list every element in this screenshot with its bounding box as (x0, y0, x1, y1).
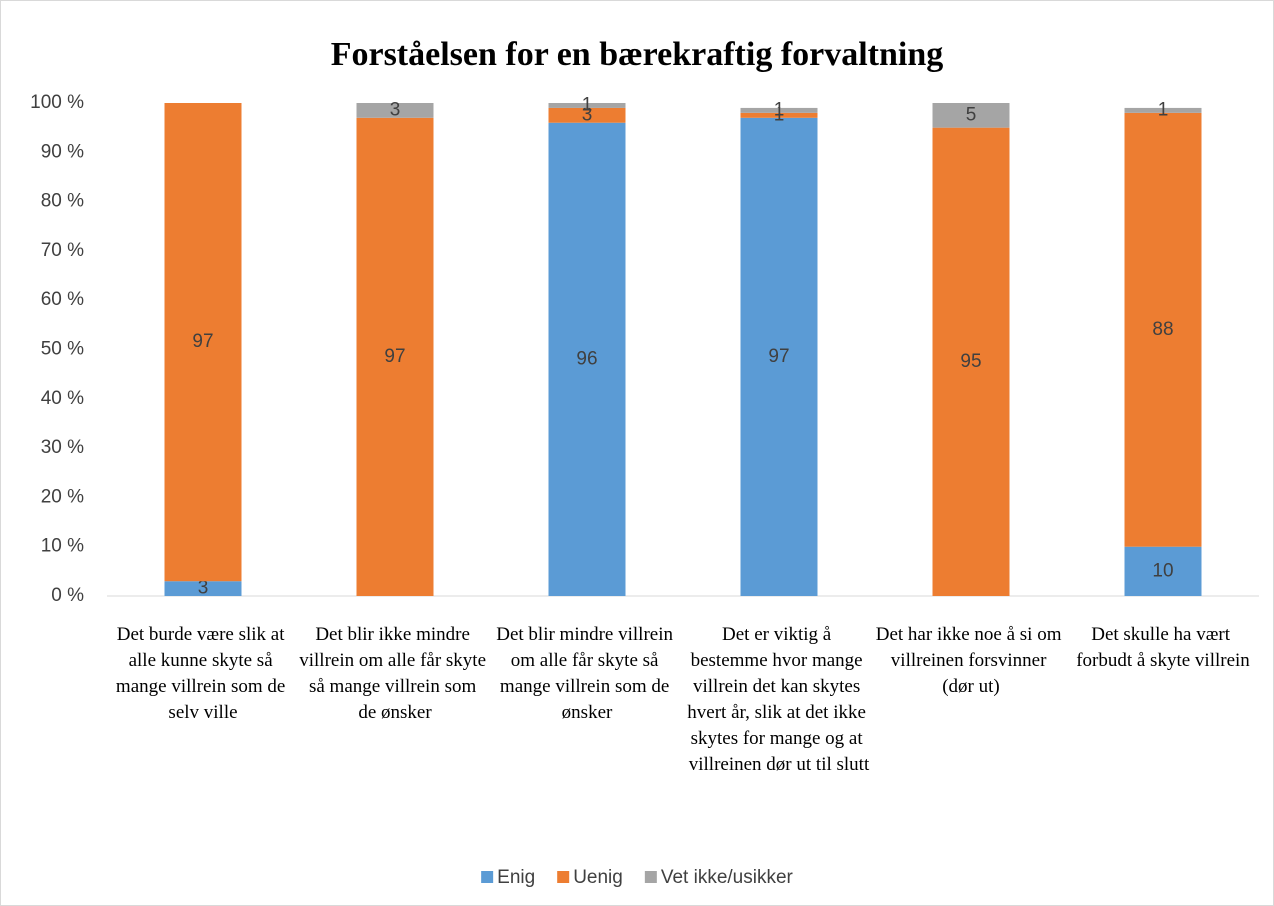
legend-label: Uenig (573, 867, 623, 888)
y-tick-label: 80 % (41, 191, 84, 212)
data-label: 1 (1158, 99, 1169, 120)
legend-swatch (557, 871, 570, 883)
y-tick-label: 50 % (41, 339, 84, 360)
data-label: 10 (1152, 560, 1173, 581)
bar-segment (548, 103, 626, 108)
bar-segment (740, 117, 818, 596)
data-label: 95 (960, 351, 981, 372)
legend-swatch (481, 871, 494, 883)
y-tick-label: 100 % (30, 92, 84, 113)
bar-segment (932, 103, 1010, 128)
y-tick-label: 20 % (41, 486, 84, 507)
bar-segment (356, 117, 434, 596)
data-label: 3 (198, 578, 209, 599)
data-label: 96 (576, 348, 597, 369)
x-tick-label: Det skulle ha vært forbudt å skyte villr… (1076, 624, 1250, 671)
bar-segment (1124, 107, 1202, 113)
bar-segment (548, 122, 626, 596)
bar-segment (164, 581, 242, 596)
legend-label: Vet ikke/usikker (661, 867, 794, 888)
bar-segment (740, 112, 818, 118)
bar-segment (164, 103, 242, 582)
bar-segment (740, 107, 818, 113)
data-label: 1 (774, 104, 785, 125)
data-label: 97 (192, 331, 213, 352)
bar-segment (932, 127, 1010, 597)
bar-segment (548, 107, 626, 123)
legend-label: Enig (497, 867, 535, 888)
x-tick-label: Det blir mindre villrein om alle får sky… (496, 624, 678, 723)
x-tick-label: Det burde være slik at alle kunne skyte … (116, 624, 290, 723)
data-label: 1 (582, 94, 593, 115)
data-label: 97 (768, 346, 789, 367)
bar-segment (1124, 112, 1202, 547)
data-label: 3 (582, 104, 593, 125)
y-tick-label: 70 % (41, 240, 84, 261)
x-tick-label: Det blir ikke mindre villrein om alle få… (299, 624, 491, 723)
y-tick-label: 40 % (41, 388, 84, 409)
legend-swatch (644, 871, 657, 883)
data-label: 97 (384, 346, 405, 367)
x-tick-label: Det har ikke noe å si om villreinen fors… (876, 624, 1066, 697)
y-tick-label: 90 % (41, 141, 84, 162)
y-tick-label: 30 % (41, 437, 84, 458)
y-tick-label: 10 % (41, 536, 84, 557)
data-label: 88 (1152, 319, 1173, 340)
data-label: 5 (966, 104, 977, 125)
data-label: 3 (390, 99, 401, 120)
data-label: 1 (774, 99, 785, 120)
x-tick-label: Det er viktig å bestemme hvor mange vill… (687, 624, 870, 775)
y-tick-label: 0 % (51, 585, 84, 606)
bar-segment (356, 103, 434, 118)
y-tick-label: 60 % (41, 289, 84, 310)
chart-title: Forståelsen for en bærekraftig forvaltni… (331, 36, 944, 73)
bar-segment (1124, 546, 1202, 596)
